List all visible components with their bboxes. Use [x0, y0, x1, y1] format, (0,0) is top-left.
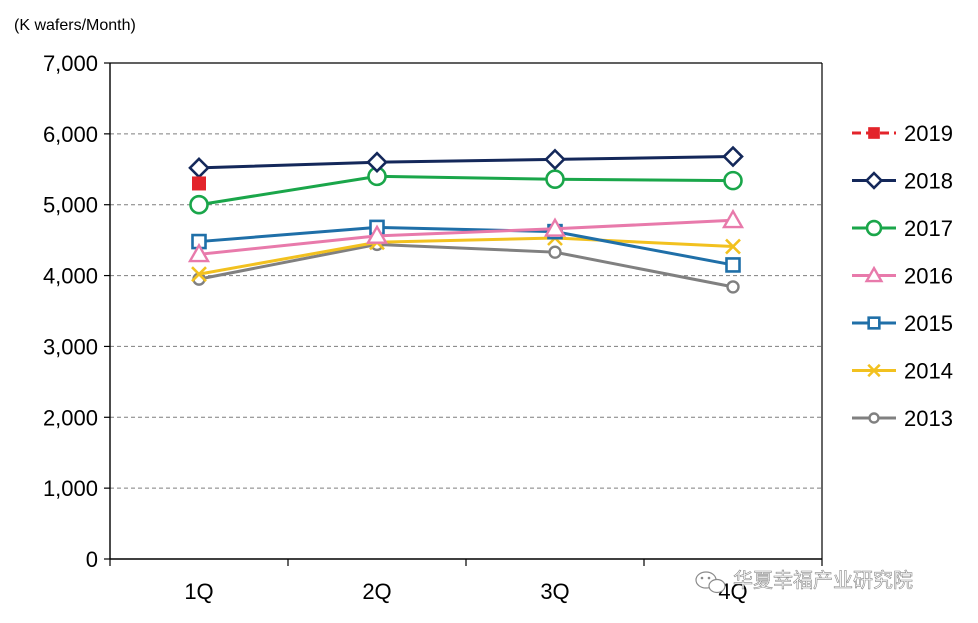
x-marker-stroke — [191, 266, 207, 283]
y-tick-label: 2,000 — [43, 405, 98, 430]
data-point — [543, 217, 567, 237]
data-point — [868, 127, 880, 139]
data-point — [366, 151, 388, 174]
y-tick-label: 4,000 — [43, 264, 98, 289]
series-line — [198, 174, 734, 207]
x-marker-stroke — [867, 363, 881, 378]
x-tick-label: 1Q — [184, 579, 213, 604]
data-point — [867, 363, 881, 378]
y-tick-label: 0 — [86, 547, 98, 572]
series-line — [198, 225, 734, 267]
data-point — [725, 257, 741, 273]
data-point — [722, 145, 744, 168]
data-point — [545, 169, 565, 190]
data-point — [188, 157, 210, 179]
data-point — [864, 265, 884, 283]
gridlines — [110, 133, 822, 489]
series-2016 — [187, 208, 745, 263]
legend-item-2017: 2017 — [852, 216, 953, 241]
axes: 0 1,000 2,000 3,000 4,000 5,000 6,000 7,000 1Q 2Q… — [43, 51, 823, 604]
data-point — [726, 280, 740, 294]
legend-item-2013: 2013 — [852, 406, 953, 431]
data-point — [191, 266, 207, 283]
legend-label: 2018 — [904, 169, 953, 194]
legend-label: 2014 — [904, 359, 953, 384]
unit-label: (K wafers/Month) — [14, 17, 136, 34]
legend-label: 2017 — [904, 216, 953, 241]
data-point — [544, 148, 566, 171]
data-point — [868, 412, 880, 424]
legend: 2019 2018 2017 2016 2015 2014 2013 — [852, 121, 953, 431]
y-tick-label: 7,000 — [43, 51, 98, 76]
data-point — [548, 245, 562, 259]
data-point — [189, 194, 209, 215]
watermark-text: 华夏幸福产业研究院 — [733, 568, 913, 592]
data-point — [725, 238, 741, 255]
legend-label: 2015 — [904, 311, 953, 336]
legend-label: 2019 — [904, 121, 953, 146]
data-point — [365, 224, 389, 244]
data-point — [721, 208, 745, 229]
y-tick-label: 1,000 — [43, 476, 98, 501]
series-line — [198, 218, 734, 256]
y-tick-label: 3,000 — [43, 334, 98, 359]
watermark: 华夏幸福产业研究院 — [695, 568, 913, 594]
series-line — [198, 242, 734, 289]
legend-label: 2013 — [904, 406, 953, 431]
y-tick-label: 6,000 — [43, 122, 98, 147]
series-2019 — [192, 176, 206, 191]
legend-item-2019: 2019 — [852, 121, 953, 146]
series-2018 — [188, 145, 744, 179]
data-point — [865, 219, 883, 237]
series-line — [198, 155, 734, 170]
wechat-icon — [695, 571, 726, 594]
x-tick-label: 3Q — [540, 579, 569, 604]
y-tick-label: 5,000 — [43, 193, 98, 218]
x-tick-label: 2Q — [362, 579, 391, 604]
data-point — [723, 170, 743, 191]
series-2017 — [189, 166, 743, 215]
data-point — [864, 171, 884, 190]
data-point — [187, 242, 211, 263]
legend-item-2016: 2016 — [852, 264, 953, 289]
series-line — [198, 236, 734, 276]
data-point — [867, 316, 881, 330]
series-group — [187, 145, 745, 294]
legend-label: 2016 — [904, 264, 953, 289]
x-marker-stroke — [725, 238, 741, 255]
data-point — [192, 176, 206, 191]
legend-item-2018: 2018 — [852, 169, 953, 194]
legend-item-2014: 2014 — [852, 359, 953, 384]
legend-item-2015: 2015 — [852, 311, 953, 336]
